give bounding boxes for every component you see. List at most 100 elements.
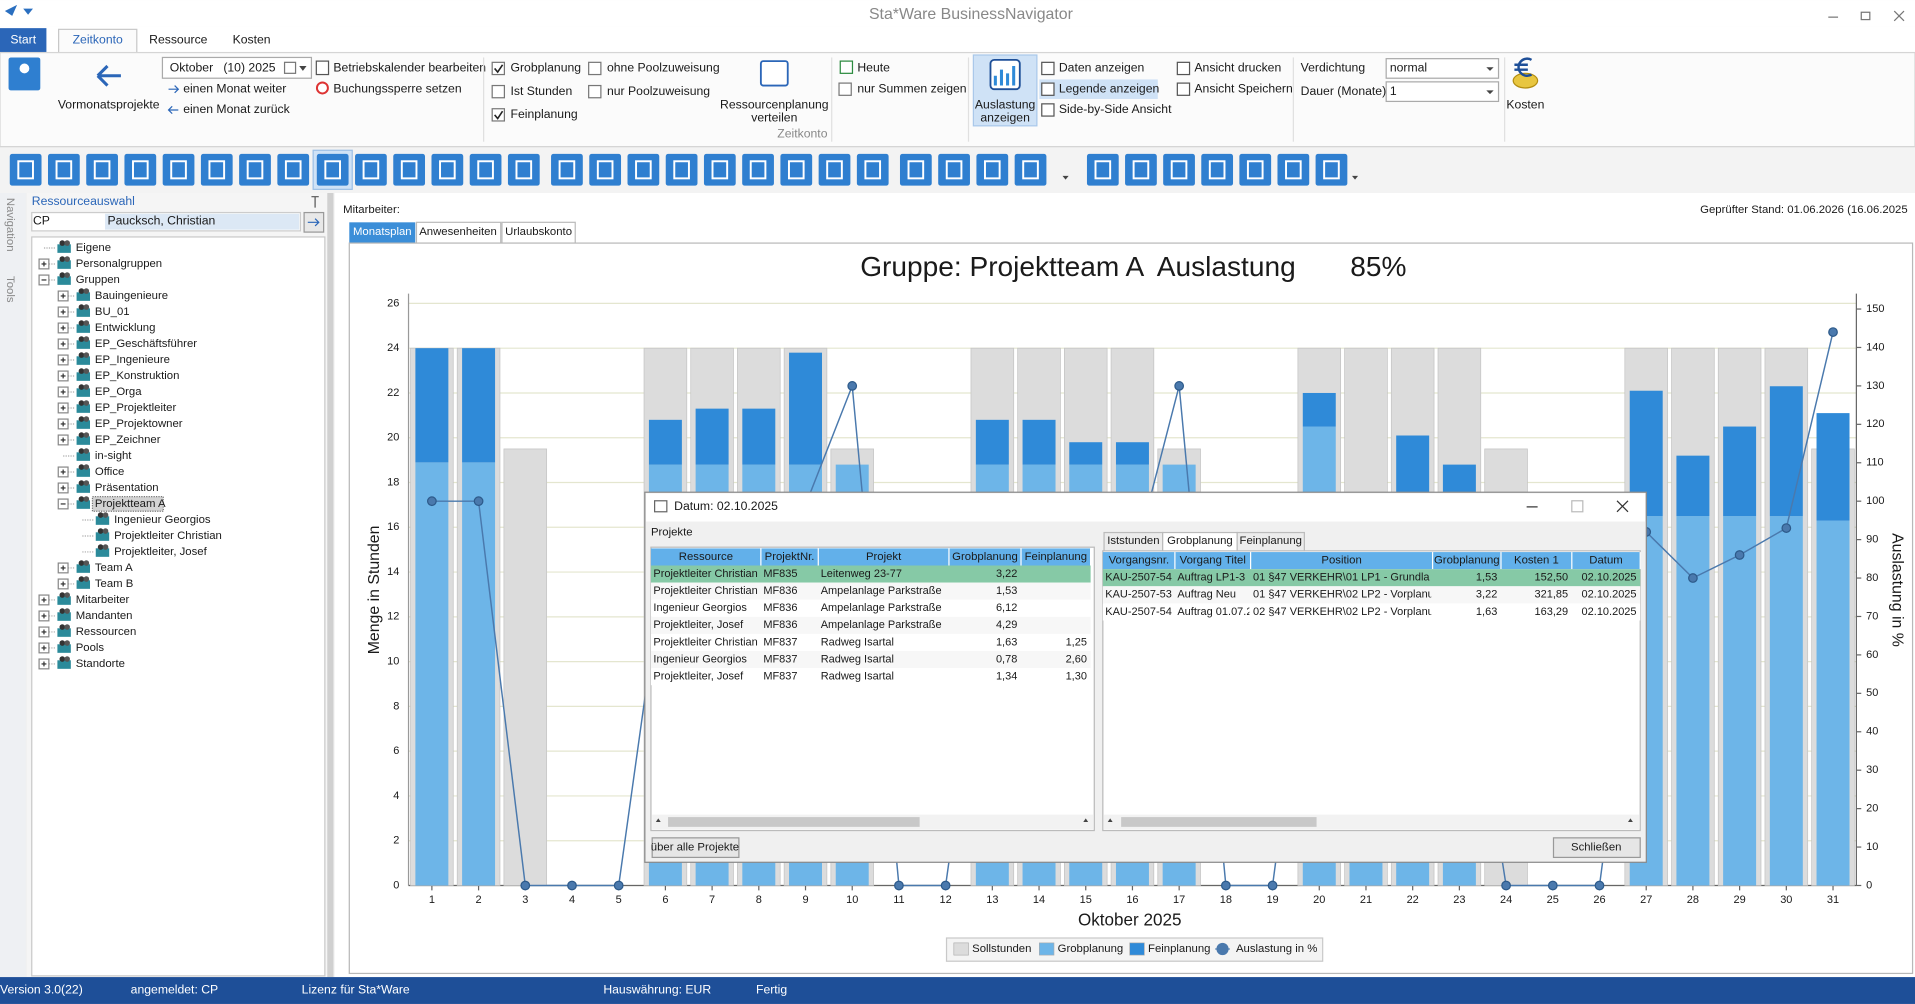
column-header[interactable]: Projekt [866, 551, 902, 563]
duration-select[interactable] [1385, 81, 1500, 103]
column-header[interactable]: Position [1321, 555, 1361, 567]
toolbar-button[interactable] [1315, 153, 1348, 186]
tab-label[interactable]: Anwesenheiten [419, 226, 497, 238]
ribbon-button[interactable]: Ansicht drucken [1194, 61, 1281, 75]
resource-code[interactable]: CP [33, 213, 50, 227]
tree-item[interactable]: EP_Ingenieure [95, 354, 170, 366]
toolbar-button[interactable] [316, 153, 349, 186]
tab-monatsplan[interactable] [349, 222, 416, 244]
table-row[interactable] [1102, 603, 1641, 621]
tree-item[interactable]: Pools [76, 642, 105, 654]
toolbar-button[interactable] [899, 153, 932, 186]
tree-item[interactable]: EP_Geschäftsführer [95, 338, 197, 350]
tree-item[interactable]: EP_Konstruktion [95, 370, 179, 382]
checkbox-label[interactable]: Feinplanung [511, 107, 578, 121]
tab-zeitkonto[interactable] [58, 28, 138, 55]
tree-item[interactable]: EP_Projektowner [95, 418, 183, 430]
checkbox-label[interactable]: nur Summen zeigen [857, 81, 966, 95]
legend-button-highlight[interactable] [1039, 79, 1158, 99]
tree-item[interactable]: Eigene [76, 242, 111, 254]
toolbar-button[interactable] [507, 153, 540, 186]
scroll-thumb[interactable] [668, 817, 920, 827]
toolbar-button[interactable] [1277, 153, 1310, 186]
tree-item[interactable]: Personalgruppen [76, 258, 162, 270]
quick-access[interactable] [23, 8, 33, 15]
tree-item[interactable]: EP_Projektleiter [95, 402, 177, 414]
select-value[interactable]: 1 [1390, 84, 1397, 98]
select-value[interactable]: normal [1390, 61, 1427, 75]
tree-item[interactable]: EP_Zeichner [95, 434, 161, 446]
table-row[interactable] [1102, 586, 1641, 604]
toolbar-button[interactable] [86, 153, 118, 186]
toolbar-button[interactable] [239, 153, 271, 186]
column-header[interactable]: Ressource [679, 551, 733, 563]
checkbox[interactable] [491, 61, 506, 76]
tree-item[interactable]: Bauingenieure [95, 290, 168, 302]
toolbar-button[interactable] [469, 153, 502, 186]
table-row[interactable] [1102, 569, 1641, 587]
resource-name[interactable]: Paucksch, Christian [107, 213, 215, 227]
scroll-thumb[interactable] [1121, 817, 1317, 827]
checkbox[interactable] [491, 84, 506, 99]
tab-start[interactable] [0, 28, 47, 53]
button-label[interactable]: Schließen [1571, 842, 1621, 854]
checkbox[interactable] [588, 61, 602, 76]
toolbar-button[interactable] [1014, 153, 1047, 186]
toolbar-button[interactable] [200, 153, 233, 186]
checkbox-label[interactable]: Grobplanung [511, 61, 582, 75]
ribbon-button[interactable]: einen Monat zurück [183, 102, 290, 116]
ribbon-button[interactable]: anzeigen [980, 111, 1030, 125]
table-row[interactable] [650, 616, 1091, 634]
ribbon-button[interactable]: Heute [857, 61, 890, 75]
toolbar-button[interactable] [431, 153, 464, 186]
button-label[interactable]: über alle Projekte [651, 842, 739, 854]
toolbar-button[interactable] [742, 153, 774, 186]
toolbar-button[interactable] [665, 153, 698, 186]
tree-item[interactable]: Projektleiter Christian [114, 530, 222, 542]
tree-item[interactable]: in-sight [95, 450, 132, 462]
scroll-arrow[interactable] [1627, 818, 1633, 822]
toolbar-button[interactable] [393, 153, 426, 186]
toolbar-button[interactable] [1125, 153, 1157, 186]
table-row[interactable] [650, 668, 1091, 686]
column-header[interactable]: Datum [1589, 555, 1622, 567]
tree-item[interactable]: Ressourcen [76, 626, 137, 638]
checkbox[interactable] [838, 82, 852, 96]
tab-label[interactable]: Monatsplan [353, 226, 412, 238]
toolbar-button[interactable] [1239, 153, 1272, 186]
tree-item[interactable]: Gruppen [76, 274, 120, 286]
ribbon-button[interactable]: Legende anzeigen [1059, 81, 1159, 95]
ribbon-button[interactable]: Ansicht Speichern [1194, 81, 1292, 95]
calendar-icon[interactable] [283, 61, 297, 74]
tree-item[interactable]: Office [95, 466, 124, 478]
checkbox[interactable] [588, 84, 602, 99]
costs-icon[interactable] [1512, 72, 1539, 89]
tree-item[interactable]: Standorte [76, 658, 125, 670]
pin-icon[interactable] [311, 196, 319, 208]
side-tab[interactable]: Navigation [4, 198, 16, 252]
scroll-arrow[interactable] [1107, 818, 1113, 822]
table-row[interactable] [650, 582, 1091, 600]
checkbox-label[interactable]: ohne Poolzuweisung [607, 61, 720, 75]
tree-item[interactable]: Projektteam A [95, 498, 166, 510]
side-tab[interactable]: Tools [4, 276, 16, 303]
column-header[interactable]: Vorgangsnr. [1109, 555, 1170, 567]
month-value[interactable]: Oktober (10) 2025 [170, 61, 276, 75]
tab-label[interactable]: Zeitkonto [73, 33, 123, 47]
column-header[interactable]: Kosten 1 [1514, 555, 1559, 567]
restore[interactable] [1860, 11, 1871, 21]
tree-item[interactable]: Mandanten [76, 610, 133, 622]
table-row[interactable] [650, 599, 1091, 617]
toolbar-button[interactable] [551, 153, 583, 186]
checkbox-label[interactable]: nur Poolzuweisung [607, 84, 710, 98]
tab-label[interactable]: Ressource [149, 33, 208, 47]
ribbon-button[interactable]: Buchungssperre setzen [333, 81, 461, 95]
month-select[interactable] [161, 56, 313, 79]
toolbar-button[interactable] [1086, 153, 1119, 186]
ribbon-button[interactable]: Betriebskalender bearbeiten [333, 61, 486, 75]
close-button[interactable] [1552, 837, 1641, 859]
tab-label[interactable]: Feinplanung [1240, 535, 1302, 547]
tab-label[interactable]: Grobplanung [1167, 535, 1233, 547]
tree-item[interactable]: Entwicklung [95, 322, 156, 334]
toolbar-button[interactable] [1201, 153, 1234, 186]
